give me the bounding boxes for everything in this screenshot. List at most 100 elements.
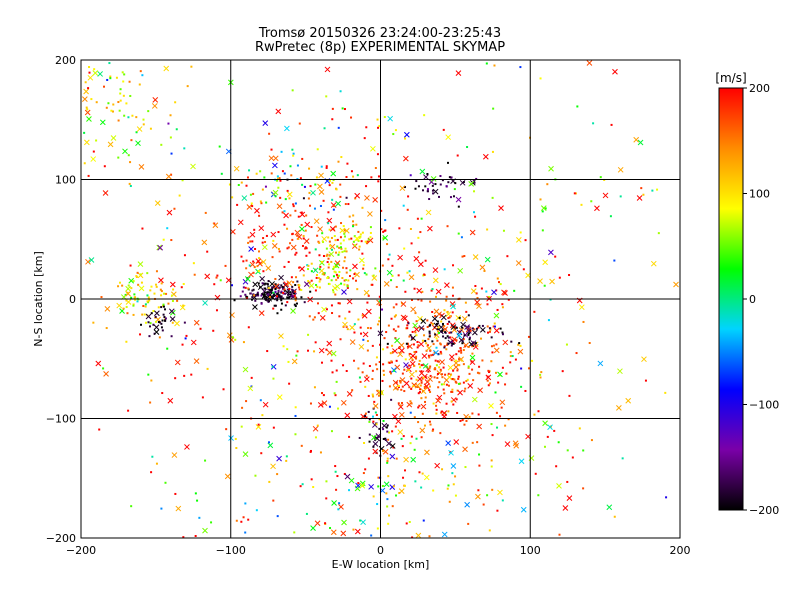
data-point-dot bbox=[457, 375, 460, 378]
data-point-dot bbox=[415, 180, 418, 183]
data-point-dot bbox=[280, 290, 283, 293]
data-point-x bbox=[261, 244, 268, 251]
data-point-dot bbox=[443, 392, 446, 395]
data-point-x bbox=[418, 370, 425, 377]
data-point-dot bbox=[441, 373, 444, 376]
data-point-x bbox=[190, 339, 197, 346]
data-point-dot bbox=[471, 368, 474, 371]
data-point-dot bbox=[325, 348, 328, 351]
data-point-dot bbox=[423, 273, 426, 276]
data-point-dot bbox=[315, 276, 318, 279]
data-point-dot bbox=[445, 348, 448, 351]
data-point-dot bbox=[343, 472, 346, 475]
data-point-dot bbox=[280, 299, 283, 302]
data-point-dot bbox=[318, 241, 321, 244]
data-point-dot bbox=[302, 197, 305, 200]
data-point-dot bbox=[250, 385, 253, 388]
data-point-dot bbox=[448, 320, 451, 323]
data-point-x bbox=[633, 136, 640, 143]
data-point-dot bbox=[457, 382, 460, 385]
data-point-dot bbox=[287, 296, 290, 299]
data-point-dot bbox=[454, 182, 457, 185]
data-point-dot bbox=[251, 289, 254, 292]
data-point-dot bbox=[450, 359, 453, 362]
data-point-dot bbox=[162, 303, 165, 306]
data-point-dot bbox=[388, 385, 391, 388]
data-point-dot bbox=[269, 295, 272, 298]
data-point-x bbox=[403, 155, 409, 162]
data-point-dot bbox=[294, 253, 297, 256]
data-point-dot bbox=[127, 116, 130, 119]
data-point-dot bbox=[419, 326, 422, 329]
data-point-dot bbox=[465, 419, 468, 422]
data-point-x bbox=[403, 362, 409, 368]
data-point-dot bbox=[431, 288, 434, 291]
data-point-dot bbox=[440, 383, 443, 386]
data-point-dot bbox=[435, 346, 438, 349]
data-point-dot bbox=[280, 284, 283, 287]
data-point-dot bbox=[190, 373, 193, 376]
data-point-dot bbox=[434, 314, 437, 317]
data-point-x bbox=[88, 257, 95, 263]
data-point-dot bbox=[155, 283, 158, 286]
data-point-dot bbox=[332, 265, 335, 268]
data-point-dot bbox=[493, 325, 496, 328]
colorbar-tick-label: −100 bbox=[749, 399, 779, 412]
data-point-dot bbox=[218, 145, 221, 148]
data-point-dot bbox=[457, 377, 460, 380]
data-point-x bbox=[392, 379, 399, 386]
data-point-dot bbox=[474, 342, 477, 345]
data-point-x bbox=[419, 168, 426, 175]
data-point-dot bbox=[132, 304, 135, 307]
data-point-x bbox=[242, 366, 249, 373]
data-point-dot bbox=[477, 326, 480, 329]
data-point-dot bbox=[337, 302, 340, 305]
data-point-x bbox=[270, 363, 277, 370]
data-point-dot bbox=[296, 164, 299, 167]
data-point-dot bbox=[369, 231, 372, 234]
data-point-x bbox=[464, 501, 470, 508]
data-point-x bbox=[224, 473, 231, 480]
data-point-dot bbox=[291, 89, 294, 92]
data-point-dot bbox=[367, 394, 370, 397]
data-point-dot bbox=[334, 394, 337, 397]
data-point-x bbox=[286, 191, 293, 198]
data-point-dot bbox=[455, 359, 458, 362]
data-point-x bbox=[386, 440, 392, 447]
data-point-dot bbox=[505, 372, 508, 375]
data-point-dot bbox=[352, 175, 355, 178]
data-point-x bbox=[258, 310, 265, 316]
data-point-dot bbox=[174, 492, 177, 495]
data-point-dot bbox=[332, 291, 335, 294]
data-point-dot bbox=[160, 306, 163, 309]
data-point-dot bbox=[475, 327, 478, 330]
data-point-dot bbox=[248, 169, 251, 172]
data-point-dot bbox=[387, 324, 390, 327]
data-point-dot bbox=[259, 399, 262, 402]
data-point-dot bbox=[331, 107, 334, 110]
data-point-dot bbox=[337, 126, 340, 129]
data-point-dot bbox=[428, 330, 431, 333]
data-point-dot bbox=[404, 469, 407, 472]
data-point-dot bbox=[339, 242, 342, 245]
data-point-dot bbox=[242, 260, 245, 263]
data-point-dot bbox=[327, 263, 330, 266]
data-point-x bbox=[467, 383, 474, 389]
data-point-x bbox=[472, 329, 478, 336]
data-point-dot bbox=[498, 374, 501, 377]
data-point-x bbox=[103, 371, 109, 377]
data-point-x bbox=[472, 254, 479, 260]
data-point-dot bbox=[264, 291, 267, 294]
data-point-dot bbox=[427, 338, 430, 341]
data-point-x bbox=[299, 211, 306, 218]
data-point-dot bbox=[339, 183, 342, 186]
data-point-dot bbox=[592, 122, 595, 125]
data-point-x bbox=[606, 504, 613, 511]
data-point-dot bbox=[171, 300, 174, 303]
data-point-x bbox=[417, 315, 423, 322]
data-point-dot bbox=[316, 285, 319, 288]
data-point-dot bbox=[431, 189, 434, 192]
data-point-dot bbox=[83, 131, 86, 134]
data-point-dot bbox=[566, 480, 569, 483]
